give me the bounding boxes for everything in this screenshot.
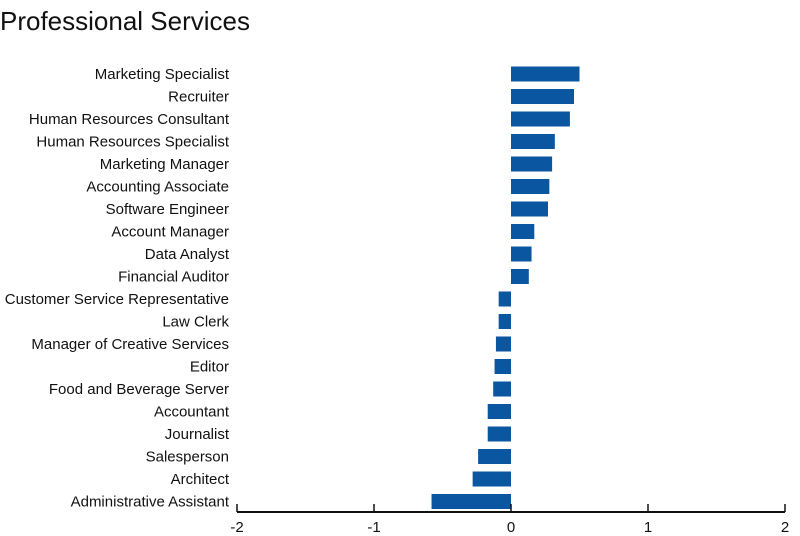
category-label: Journalist xyxy=(165,426,230,443)
x-axis: -2 -1 0 1 2 xyxy=(230,504,789,536)
category-label: Manager of Creative Services xyxy=(31,336,229,353)
x-tick-label: -2 xyxy=(230,519,243,536)
bar xyxy=(472,471,511,487)
category-label: Financial Auditor xyxy=(118,269,229,286)
bar xyxy=(478,449,511,464)
category-label: Editor xyxy=(190,359,229,376)
category-labels: Marketing Specialist Recruiter Human Resou… xyxy=(5,66,230,511)
bar xyxy=(511,89,575,104)
bar xyxy=(511,179,550,194)
bar xyxy=(511,201,548,217)
category-label: Law Clerk xyxy=(162,314,229,331)
bars xyxy=(431,66,580,509)
bar xyxy=(511,66,580,82)
category-label: Human Resources Consultant xyxy=(29,111,230,128)
bar xyxy=(493,381,511,397)
category-label: Salesperson xyxy=(146,449,229,466)
category-label: Customer Service Representative xyxy=(5,291,229,308)
category-label: Account Manager xyxy=(111,224,229,241)
bar xyxy=(498,314,511,329)
bar xyxy=(511,246,532,262)
category-label: Architect xyxy=(171,471,230,488)
bar xyxy=(431,494,511,509)
bar xyxy=(494,359,511,374)
bar xyxy=(511,269,529,284)
x-tick-label: 0 xyxy=(507,519,515,536)
category-label: Marketing Manager xyxy=(100,156,229,173)
category-label: Software Engineer xyxy=(106,201,229,218)
x-tick-label: 2 xyxy=(781,519,789,536)
category-label: Accounting Associate xyxy=(86,179,229,196)
bar xyxy=(487,404,511,419)
x-tick-label: -1 xyxy=(367,519,380,536)
category-label: Marketing Specialist xyxy=(95,66,230,83)
category-label: Administrative Assistant xyxy=(71,494,230,511)
bar xyxy=(487,426,511,442)
category-label: Accountant xyxy=(154,404,230,421)
x-tick-label: 1 xyxy=(644,519,652,536)
bar xyxy=(511,156,553,172)
bar xyxy=(511,111,570,127)
bar xyxy=(498,291,511,307)
category-label: Human Resources Specialist xyxy=(36,134,229,151)
category-label: Data Analyst xyxy=(145,246,230,263)
bar xyxy=(511,134,555,149)
category-label: Recruiter xyxy=(168,89,229,106)
bar xyxy=(511,224,535,239)
chart-title: Professional Services xyxy=(0,6,250,36)
bar xyxy=(495,336,511,352)
category-label: Food and Beverage Server xyxy=(49,381,229,398)
